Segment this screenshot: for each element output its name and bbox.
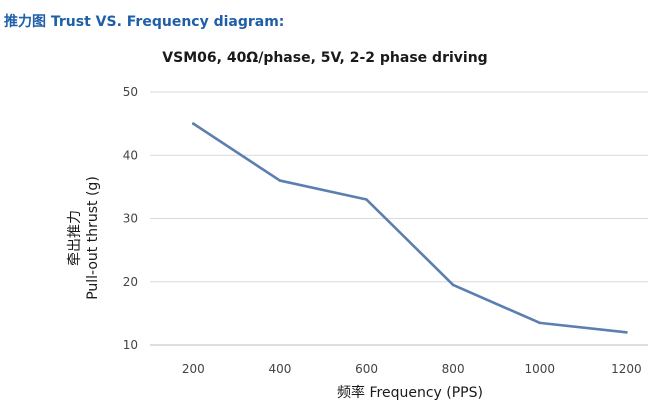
data-point bbox=[451, 283, 455, 287]
x-tick-label: 200 bbox=[182, 362, 205, 376]
x-axis-label: 频率 Frequency (PPS) bbox=[337, 385, 483, 401]
y-tick-label: 10 bbox=[123, 338, 138, 352]
y-tick-label: 40 bbox=[123, 148, 138, 162]
y-tick-label: 20 bbox=[123, 275, 138, 289]
x-tick-label: 800 bbox=[442, 362, 465, 376]
page-header-title: 推力图 Trust VS. Frequency diagram: bbox=[4, 14, 285, 30]
data-point bbox=[538, 321, 542, 325]
data-point bbox=[278, 179, 282, 182]
data-point bbox=[192, 122, 195, 125]
data-point bbox=[365, 198, 368, 201]
x-tick-label: 600 bbox=[355, 362, 378, 376]
x-tick-label: 1200 bbox=[611, 362, 642, 376]
data-point bbox=[625, 331, 628, 334]
x-tick-label: 1000 bbox=[524, 362, 555, 376]
x-tick-label: 400 bbox=[268, 362, 291, 376]
series-line bbox=[192, 122, 628, 334]
y-tick-label: 50 bbox=[123, 85, 138, 99]
chart-title: VSM06, 40Ω/phase, 5V, 2-2 phase driving bbox=[162, 50, 488, 66]
y-tick-label: 30 bbox=[123, 212, 138, 226]
